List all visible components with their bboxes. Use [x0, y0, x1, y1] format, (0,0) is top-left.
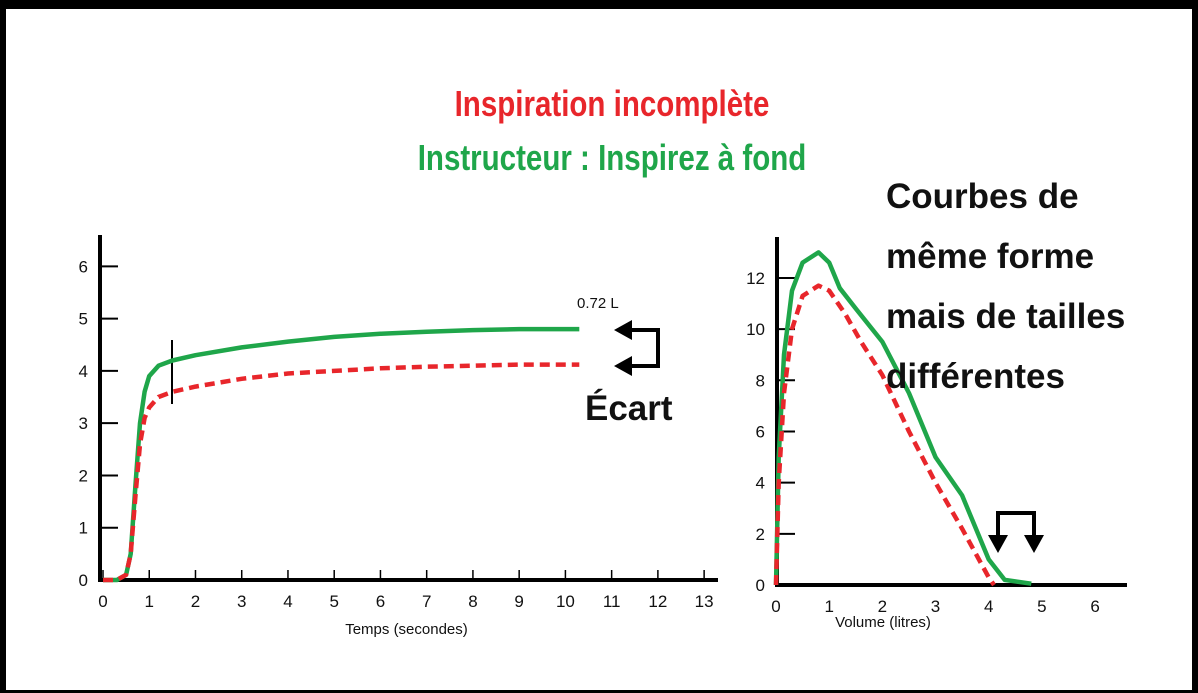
- title: Inspiration incomplète: [455, 83, 770, 123]
- bracket: [628, 328, 660, 368]
- series-line: [773, 283, 996, 587]
- annotation: mais de tailles: [886, 297, 1125, 336]
- x-tick-label: 1: [145, 592, 154, 611]
- y-tick-label: 2: [756, 525, 765, 544]
- series-line: [773, 250, 1032, 586]
- annotation: 0.72 L: [577, 295, 619, 312]
- y-tick-label: 4: [79, 362, 88, 381]
- x-axis-label: Volume (litres): [835, 614, 931, 631]
- x-tick-label: 2: [878, 597, 887, 616]
- x-tick-label: 8: [468, 592, 477, 611]
- annotation: Courbes de: [886, 177, 1079, 216]
- y-tick-label: 6: [79, 257, 88, 276]
- x-tick-label: 3: [931, 597, 940, 616]
- x-tick-label: 9: [514, 592, 523, 611]
- x-tick-label: 5: [329, 592, 338, 611]
- annotation: différentes: [886, 357, 1065, 396]
- x-tick-label: 0: [771, 597, 780, 616]
- x-tick-label: 5: [1037, 597, 1046, 616]
- x-tick-label: 7: [422, 592, 431, 611]
- x-tick-label: 3: [237, 592, 246, 611]
- x-axis-label: Temps (secondes): [345, 621, 468, 638]
- y-tick-label: 1: [79, 519, 88, 538]
- y-tick-label: 4: [756, 474, 765, 493]
- annotation: même forme: [886, 237, 1094, 276]
- y-tick-label: 0: [756, 576, 765, 595]
- x-tick-label: 4: [283, 592, 292, 611]
- x-tick-label: 0: [98, 592, 107, 611]
- y-tick-label: 3: [79, 414, 88, 433]
- arrowheads: [614, 320, 632, 376]
- x-tick-label: 2: [191, 592, 200, 611]
- y-tick-label: 2: [79, 466, 88, 485]
- x-tick-label: 13: [695, 592, 714, 611]
- bracket: [996, 511, 1036, 535]
- x-tick-label: 4: [984, 597, 993, 616]
- y-tick-label: 10: [746, 320, 765, 339]
- x-tick-label: 6: [1090, 597, 1099, 616]
- x-tick-label: 6: [376, 592, 385, 611]
- y-tick-label: 5: [79, 310, 88, 329]
- top-bar: [0, 0, 1198, 9]
- y-tick-label: 8: [756, 371, 765, 390]
- x-tick-label: 1: [824, 597, 833, 616]
- x-tick-label: 12: [648, 592, 667, 611]
- subtitle: Instructeur : Inspirez à fond: [418, 137, 807, 177]
- arrowheads: [988, 535, 1044, 553]
- x-tick-label: 11: [603, 592, 621, 611]
- y-tick-label: 6: [756, 422, 765, 441]
- y-tick-label: 12: [746, 269, 765, 288]
- y-tick-label: 0: [79, 571, 88, 590]
- x-tick-label: 10: [556, 592, 575, 611]
- annotation: Écart: [585, 388, 673, 428]
